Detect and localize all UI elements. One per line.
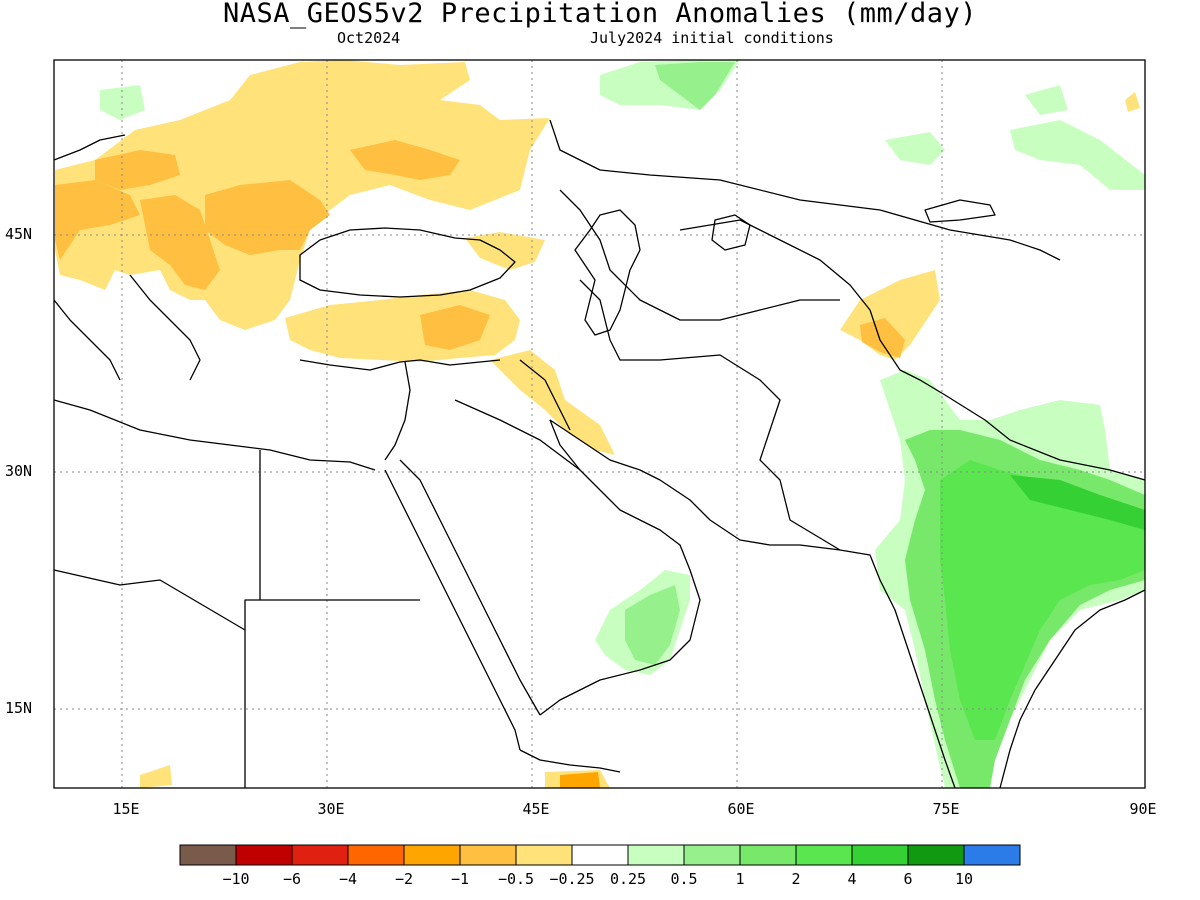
colorbar-swatch — [907, 844, 965, 866]
colorbar-swatch — [683, 844, 741, 866]
anomaly-core-oman-wet — [625, 585, 680, 665]
anomaly-region-caucasus-dry — [465, 232, 545, 270]
graticule — [54, 60, 1145, 788]
map-title: NASA_GEOS5v2 Precipitation Anomalies (mm… — [223, 0, 977, 29]
colorbar-tick-label: 10 — [954, 870, 974, 888]
precipitation-anomaly-fields — [55, 60, 1145, 788]
lon-tick-label: 45E — [522, 800, 550, 818]
anomaly-region-westsiberia-wet — [885, 132, 945, 165]
colorbar-tick-label: −0.25 — [549, 870, 595, 888]
initial-conditions: July2024 initial conditions — [590, 29, 834, 47]
anomaly-core-romania — [205, 180, 330, 255]
lon-tick-label: 60E — [727, 800, 755, 818]
lat-tick-label: 30N — [5, 462, 33, 480]
anomaly-center-india-wet — [940, 460, 1145, 740]
anomaly-core-anatolia — [420, 305, 490, 350]
colorbar-swatch — [347, 844, 405, 866]
lon-tick-label: 75E — [932, 800, 960, 818]
colorbar-swatch — [963, 844, 1021, 866]
colorbar-tick-label: −1 — [450, 870, 470, 888]
anomaly-core-somalia — [560, 772, 600, 788]
colorbar-swatch — [795, 844, 853, 866]
lat-tick-label: 45N — [5, 225, 33, 243]
anomaly-core-kashmir — [860, 318, 905, 358]
colorbar-swatch — [571, 844, 629, 866]
colorbar-tick-label: 0.25 — [609, 870, 647, 888]
colorbar-tick-label: 1 — [735, 870, 745, 888]
colorbar-tick-label: −10 — [222, 870, 250, 888]
colorbar-tick-label: 6 — [903, 870, 913, 888]
colorbar-swatch — [739, 844, 797, 866]
lon-tick-label: 30E — [317, 800, 345, 818]
lat-tick-label: 15N — [5, 699, 33, 717]
anomaly-core-balkans — [140, 195, 220, 290]
colorbar-tick-label: 0.5 — [670, 870, 698, 888]
anomaly-core-russia-wet — [655, 62, 735, 110]
anomaly-core-ukraine — [350, 140, 460, 180]
lon-tick-label: 15E — [112, 800, 140, 818]
forecast-month: Oct2024 — [337, 29, 401, 47]
colorbar-swatch — [627, 844, 685, 866]
colorbar-tick-label: −6 — [282, 870, 302, 888]
colorbar-swatch — [403, 844, 461, 866]
colorbar-tick-label: −4 — [338, 870, 358, 888]
anomaly-region-mongolia-dry — [1125, 92, 1140, 112]
colorbar-swatch — [851, 844, 909, 866]
anomaly-core-alps — [55, 180, 140, 260]
anomaly-region-mesopotamia-dry — [490, 350, 615, 455]
colorbar-swatch — [235, 844, 293, 866]
colorbar-tick-label: 4 — [847, 870, 857, 888]
colorbar-tick-label: −0.5 — [497, 870, 535, 888]
colorbar-tick-label: 2 — [791, 870, 801, 888]
anomaly-nepal-wet — [1010, 475, 1145, 530]
anomaly-region-libya-dry — [140, 765, 172, 788]
colorbar-swatch — [291, 844, 349, 866]
colorbar-tick-label: −2 — [394, 870, 414, 888]
lon-tick-label: 90E — [1129, 800, 1157, 818]
anomaly-region-baikal-wet — [1025, 85, 1068, 115]
map-frame — [53, 59, 1146, 789]
colorbar-swatch — [459, 844, 517, 866]
colorbar — [179, 844, 1021, 866]
anomaly-core-germany — [95, 150, 180, 190]
anomaly-region-altai-wet — [1010, 120, 1145, 190]
coastlines-and-borders — [53, 119, 1146, 789]
colorbar-swatch — [179, 844, 237, 866]
colorbar-swatch — [515, 844, 573, 866]
